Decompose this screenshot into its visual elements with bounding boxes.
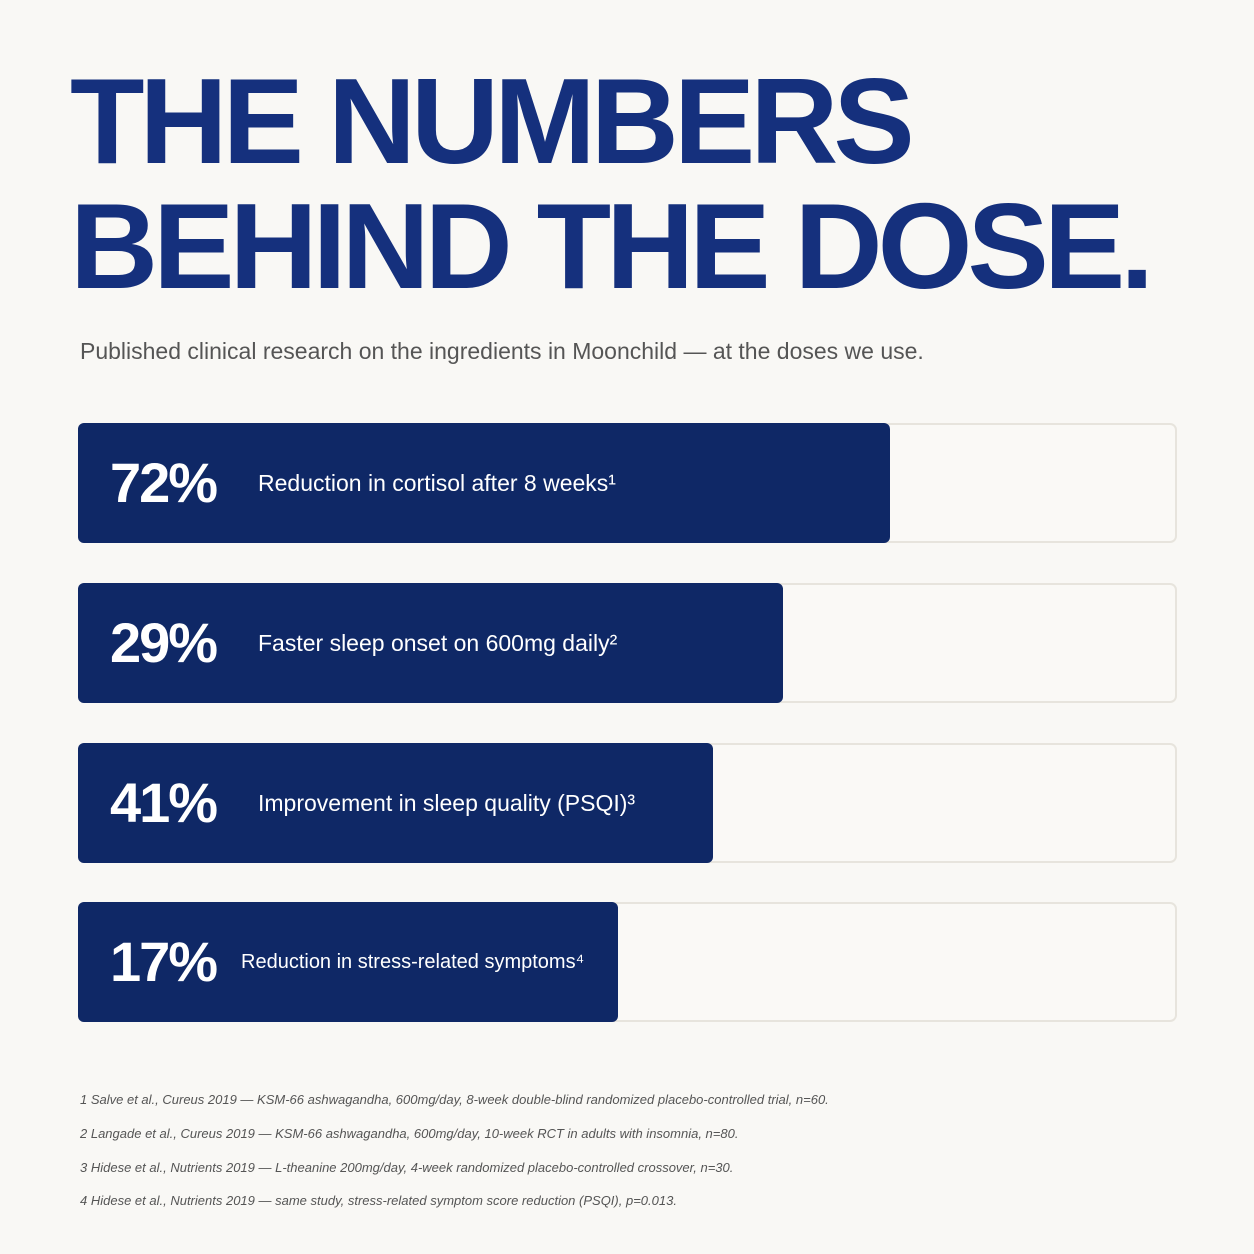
footnote: 2 Langade et al., Cureus 2019 — KSM-66 a… bbox=[80, 1126, 739, 1141]
title-line: THE NUMBERS bbox=[70, 53, 915, 189]
footnote: 3 Hidese et al., Nutrients 2019 — L-thea… bbox=[80, 1160, 734, 1175]
stat-bar: 41% Improvement in sleep quality (PSQI)³ bbox=[78, 743, 713, 863]
stat-row: 41% Improvement in sleep quality (PSQI)³ bbox=[78, 743, 1177, 863]
stat-row: 29% Faster sleep onset on 600mg daily² bbox=[78, 583, 1177, 703]
stat-value: 17% bbox=[110, 930, 218, 993]
subtitle: Published clinical research on the ingre… bbox=[80, 338, 924, 364]
footnote: 1 Salve et al., Cureus 2019 — KSM-66 ash… bbox=[80, 1092, 829, 1107]
stat-bar: 72% Reduction in cortisol after 8 weeks¹ bbox=[78, 423, 890, 543]
stat-bar: 17% Reduction in stress-related symptoms… bbox=[78, 902, 618, 1022]
stat-value: 41% bbox=[110, 771, 218, 834]
title-line: BEHIND THE DOSE. bbox=[70, 178, 1154, 314]
stat-label: Reduction in stress-related symptoms⁴ bbox=[241, 951, 585, 973]
stat-row: 72% Reduction in cortisol after 8 weeks¹ bbox=[78, 423, 1177, 543]
stat-label: Faster sleep onset on 600mg daily² bbox=[258, 630, 618, 656]
footnote: 4 Hidese et al., Nutrients 2019 — same s… bbox=[80, 1193, 677, 1208]
stat-bar: 29% Faster sleep onset on 600mg daily² bbox=[78, 583, 783, 703]
stat-label: Improvement in sleep quality (PSQI)³ bbox=[258, 790, 636, 816]
stat-value: 72% bbox=[110, 451, 218, 514]
stat-value: 29% bbox=[110, 611, 218, 674]
stat-row: 17% Reduction in stress-related symptoms… bbox=[78, 902, 1177, 1022]
stat-label: Reduction in cortisol after 8 weeks¹ bbox=[258, 470, 616, 496]
